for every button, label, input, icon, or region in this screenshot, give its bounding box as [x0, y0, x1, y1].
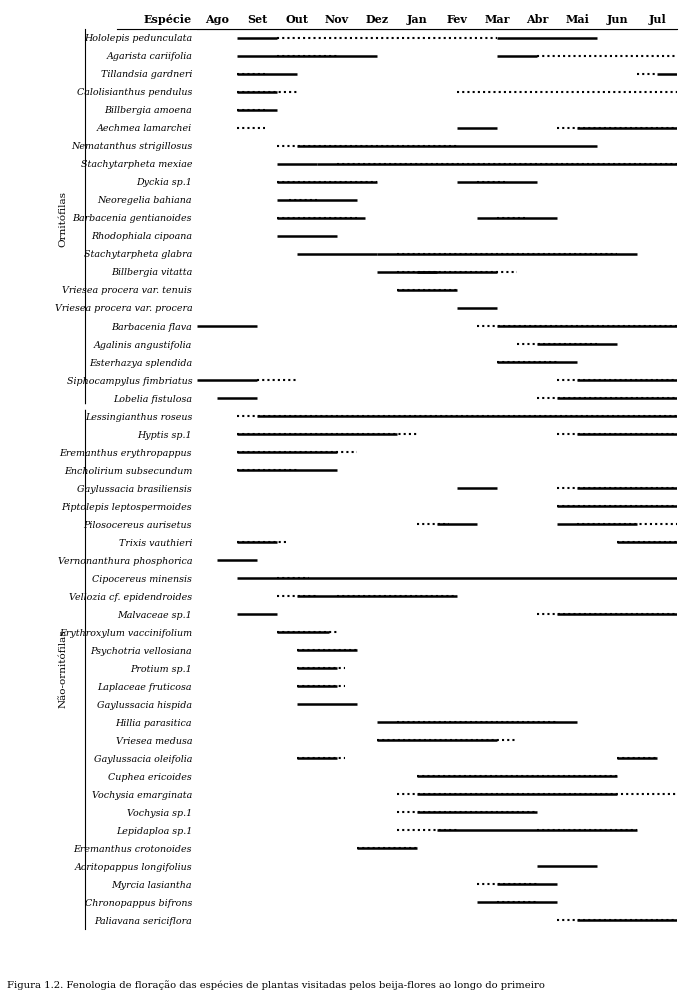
Text: Barbacenia gentianoides: Barbacenia gentianoides [73, 215, 192, 224]
Text: Gaylussacia hispida: Gaylussacia hispida [97, 700, 192, 709]
Text: Piptolepis leptospermoides: Piptolepis leptospermoides [61, 502, 192, 511]
Text: Gaylussacia oleifolia: Gaylussacia oleifolia [94, 754, 192, 763]
Text: Agalinis angustifolia: Agalinis angustifolia [94, 340, 192, 349]
Text: Ornitófilas: Ornitófilas [58, 191, 67, 247]
Text: Vernonanthura phosphorica: Vernonanthura phosphorica [57, 556, 192, 565]
Text: Fev: Fev [446, 14, 468, 25]
Text: Erythroxylum vaccinifolium: Erythroxylum vaccinifolium [59, 628, 192, 637]
Text: Jun: Jun [606, 14, 628, 25]
Text: Eremanthus erythropappus: Eremanthus erythropappus [59, 448, 192, 457]
Text: Neoregelia bahiana: Neoregelia bahiana [97, 196, 192, 205]
Text: Ago: Ago [205, 14, 229, 25]
Text: Hyptis sp.1: Hyptis sp.1 [138, 430, 192, 439]
Text: Calolisianthus pendulus: Calolisianthus pendulus [77, 88, 192, 97]
Text: Paliavana sericiflora: Paliavana sericiflora [95, 915, 192, 924]
Text: Malvaceae sp.1: Malvaceae sp.1 [117, 610, 192, 619]
Text: Tillandsia gardneri: Tillandsia gardneri [101, 71, 192, 80]
Text: Vriesea procera var. tenuis: Vriesea procera var. tenuis [62, 286, 192, 295]
Text: Cuphea ericoides: Cuphea ericoides [108, 772, 192, 781]
Text: Eremanthus crotonoides: Eremanthus crotonoides [74, 844, 192, 853]
Text: Jul: Jul [648, 14, 666, 25]
Text: Gaylussacia brasiliensis: Gaylussacia brasiliensis [77, 484, 192, 493]
Text: Nematanthus strigillosus: Nematanthus strigillosus [71, 142, 192, 151]
Text: Protium sp.1: Protium sp.1 [131, 664, 192, 673]
Text: Billbergia vitatta: Billbergia vitatta [111, 268, 192, 277]
Text: Hololepis pedunculata: Hololepis pedunculata [84, 35, 192, 44]
Text: Não-ornitófilas: Não-ornitófilas [58, 629, 67, 708]
Text: Out: Out [285, 14, 308, 25]
Text: Dyckia sp.1: Dyckia sp.1 [136, 178, 192, 187]
Text: Abr: Abr [526, 14, 548, 25]
Text: Lobelia fistulosa: Lobelia fistulosa [113, 395, 192, 404]
Text: Vochysia sp.1: Vochysia sp.1 [127, 808, 192, 817]
Text: Set: Set [247, 14, 267, 25]
Text: Rhodophiala cipoana: Rhodophiala cipoana [91, 233, 192, 242]
Text: Lessingianthus roseus: Lessingianthus roseus [85, 413, 192, 421]
Text: Vellozia cf. epidendroides: Vellozia cf. epidendroides [69, 592, 192, 601]
Text: Lepidaploa sp.1: Lepidaploa sp.1 [116, 826, 192, 835]
Text: Vochysia emarginata: Vochysia emarginata [92, 790, 192, 799]
Text: Esterhazya splendida: Esterhazya splendida [89, 358, 192, 367]
Text: Myrcia lasiantha: Myrcia lasiantha [112, 880, 192, 889]
Text: Aechmea lamarchei: Aechmea lamarchei [97, 124, 192, 133]
Text: Espécie: Espécie [144, 14, 192, 25]
Text: Encholirium subsecundum: Encholirium subsecundum [64, 466, 192, 475]
Text: Stachytarpheta glabra: Stachytarpheta glabra [84, 250, 192, 259]
Text: Siphocampylus fimbriatus: Siphocampylus fimbriatus [66, 376, 192, 385]
Text: Stachytarpheta mexiae: Stachytarpheta mexiae [81, 160, 192, 169]
Text: Trixis vauthieri: Trixis vauthieri [119, 538, 192, 547]
Text: Agarista cariifolia: Agarista cariifolia [106, 53, 192, 62]
Text: Chronopappus bifrons: Chronopappus bifrons [85, 898, 192, 907]
Text: Figura 1.2. Fenologia de floração das espécies de plantas visitadas pelos beija-: Figura 1.2. Fenologia de floração das es… [7, 979, 545, 989]
Text: Barbacenia flava: Barbacenia flava [111, 322, 192, 331]
Text: Jan: Jan [407, 14, 428, 25]
Text: Cipocereus minensis: Cipocereus minensis [93, 575, 192, 583]
Text: Hillia parasitica: Hillia parasitica [115, 718, 192, 727]
Text: Psychotria vellosiana: Psychotria vellosiana [91, 646, 192, 655]
Text: Dez: Dez [366, 14, 388, 25]
Text: Pilosocereus aurisetus: Pilosocereus aurisetus [84, 520, 192, 529]
Text: Vriesea medusa: Vriesea medusa [115, 736, 192, 745]
Text: Acritopappus longifolius: Acritopappus longifolius [75, 862, 192, 871]
Text: Mai: Mai [565, 14, 589, 25]
Text: Billbergia amoena: Billbergia amoena [104, 106, 192, 115]
Text: Mar: Mar [484, 14, 510, 25]
Text: Nov: Nov [325, 14, 349, 25]
Text: Vriesea procera var. procera: Vriesea procera var. procera [55, 304, 192, 313]
Text: Laplaceae fruticosa: Laplaceae fruticosa [97, 682, 192, 691]
